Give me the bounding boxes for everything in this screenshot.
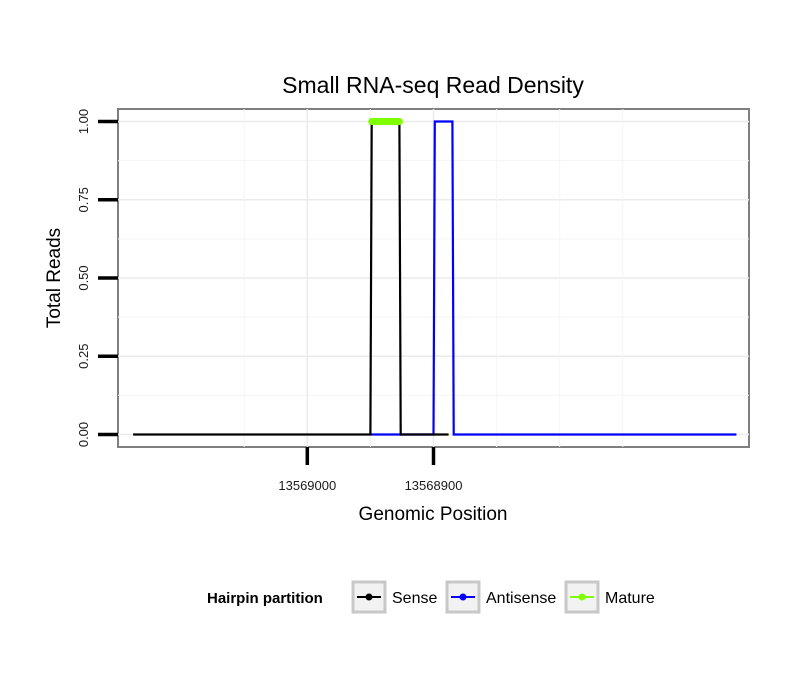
legend-title: Hairpin partition <box>207 590 323 607</box>
series-layer <box>133 118 737 436</box>
legend-item-antisense: Antisense <box>445 580 556 614</box>
y-axis-title: Total Reads <box>44 228 65 328</box>
y-tick-label: 0.50 <box>76 265 91 290</box>
y-tick-label: 0.25 <box>76 344 91 369</box>
y-axis: 0.00 0.25 0.50 0.75 1.00 <box>76 109 118 447</box>
legend-item-mature: Mature <box>564 580 655 614</box>
legend-label: Sense <box>392 590 437 607</box>
legend-item-sense: Sense <box>351 580 437 614</box>
legend: Hairpin partition Sense Antisense Mature <box>207 580 655 614</box>
y-tick-label: 1.00 <box>76 109 91 134</box>
y-tick-label: 0.75 <box>76 187 91 212</box>
legend-key-point <box>365 593 373 601</box>
chart-title: Small RNA-seq Read Density <box>282 72 584 98</box>
x-tick-label: 13569000 <box>278 478 336 493</box>
x-tick-label: 13568900 <box>405 478 463 493</box>
legend-label: Antisense <box>486 590 556 607</box>
legend-key-point <box>578 593 586 601</box>
x-axis-title: Genomic Position <box>359 504 508 525</box>
legend-key-point <box>459 593 467 601</box>
x-axis: 13569000 13568900 <box>278 447 462 493</box>
legend-label: Mature <box>605 590 655 607</box>
y-tick-label: 0.00 <box>76 422 91 447</box>
